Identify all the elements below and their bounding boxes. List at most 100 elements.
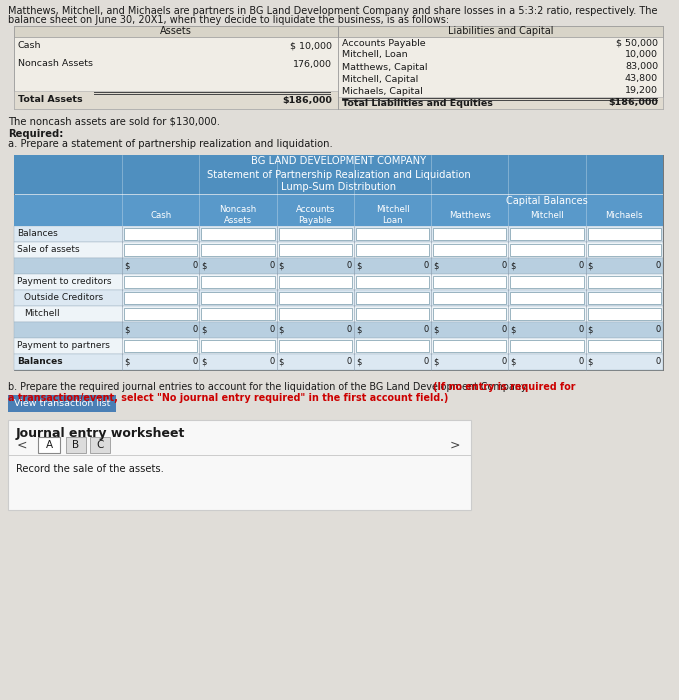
- Text: Mitchell: Mitchell: [24, 309, 60, 318]
- Text: Capital Balances: Capital Balances: [507, 196, 588, 206]
- Text: C: C: [96, 440, 104, 450]
- Text: Accounts Payable: Accounts Payable: [342, 38, 426, 48]
- Bar: [14, 226, 663, 242]
- Text: 10,000: 10,000: [625, 50, 658, 60]
- Text: 43,800: 43,800: [625, 74, 658, 83]
- Bar: [8, 395, 116, 412]
- Bar: [278, 292, 352, 304]
- Text: Balances: Balances: [17, 358, 62, 367]
- Text: Record the sale of the assets.: Record the sale of the assets.: [16, 464, 164, 474]
- Bar: [588, 308, 661, 320]
- Bar: [14, 338, 663, 354]
- Text: Total Assets: Total Assets: [18, 95, 83, 104]
- Bar: [338, 26, 663, 37]
- Bar: [14, 155, 663, 370]
- Bar: [433, 292, 507, 304]
- Text: B: B: [73, 440, 79, 450]
- Text: 0: 0: [346, 262, 352, 270]
- Bar: [14, 91, 338, 109]
- Text: 176,000: 176,000: [293, 60, 332, 69]
- Text: Noncash
Assets: Noncash Assets: [219, 205, 257, 225]
- Text: >: >: [449, 438, 460, 452]
- Text: $: $: [356, 326, 361, 335]
- Text: 0: 0: [579, 358, 584, 367]
- Text: $: $: [201, 326, 206, 335]
- Bar: [511, 228, 584, 240]
- Text: $: $: [433, 262, 439, 270]
- Bar: [14, 242, 663, 258]
- Text: 19,200: 19,200: [625, 87, 658, 95]
- Bar: [278, 244, 352, 256]
- Bar: [14, 155, 663, 168]
- Bar: [278, 308, 352, 320]
- Text: $: $: [356, 262, 361, 270]
- Text: Cash: Cash: [150, 211, 171, 220]
- Text: <: <: [17, 438, 27, 452]
- Text: $: $: [511, 326, 516, 335]
- Bar: [201, 340, 274, 352]
- Bar: [201, 228, 274, 240]
- Bar: [14, 26, 663, 109]
- Text: 0: 0: [656, 326, 661, 335]
- Bar: [511, 276, 584, 288]
- Text: $: $: [356, 358, 361, 367]
- Text: $: $: [588, 358, 593, 367]
- Bar: [511, 340, 584, 352]
- Bar: [14, 354, 663, 370]
- Text: Total Liabilities and Equities: Total Liabilities and Equities: [342, 99, 493, 108]
- Text: 0: 0: [192, 358, 198, 367]
- Text: $: $: [278, 262, 284, 270]
- Bar: [14, 195, 663, 207]
- Text: Michaels, Capital: Michaels, Capital: [342, 87, 423, 95]
- Bar: [14, 274, 663, 290]
- Bar: [278, 340, 352, 352]
- Text: $: $: [588, 262, 593, 270]
- Bar: [124, 244, 198, 256]
- Text: Lump-Sum Distribution: Lump-Sum Distribution: [281, 183, 396, 193]
- Text: $: $: [124, 326, 130, 335]
- Text: Mitchell: Mitchell: [530, 211, 564, 220]
- Text: The noncash assets are sold for $130,000.: The noncash assets are sold for $130,000…: [8, 116, 220, 126]
- Bar: [278, 228, 352, 240]
- Text: $: $: [433, 326, 439, 335]
- Bar: [8, 420, 471, 510]
- Text: $: $: [588, 326, 593, 335]
- Bar: [90, 437, 110, 453]
- Text: 0: 0: [501, 326, 507, 335]
- Bar: [433, 340, 507, 352]
- Text: Accounts
Payable: Accounts Payable: [295, 205, 335, 225]
- Bar: [14, 322, 663, 338]
- Text: Journal entry worksheet: Journal entry worksheet: [16, 428, 185, 440]
- Text: 0: 0: [501, 262, 507, 270]
- Bar: [588, 228, 661, 240]
- Text: (If no entry is required for: (If no entry is required for: [433, 382, 576, 392]
- Text: 0: 0: [579, 326, 584, 335]
- Text: Assets: Assets: [160, 27, 192, 36]
- Bar: [124, 276, 198, 288]
- Text: 0: 0: [656, 262, 661, 270]
- Text: b. Prepare the required journal entries to account for the liquidation of the BG: b. Prepare the required journal entries …: [8, 382, 532, 392]
- Bar: [201, 308, 274, 320]
- Text: $: $: [201, 262, 206, 270]
- Text: $: $: [278, 358, 284, 367]
- Text: 0: 0: [192, 326, 198, 335]
- Text: 0: 0: [424, 262, 429, 270]
- Text: $: $: [511, 262, 516, 270]
- Text: Payment to creditors: Payment to creditors: [17, 277, 111, 286]
- Bar: [433, 308, 507, 320]
- Text: balance sheet on June 30, 20X1, when they decide to liquidate the business, is a: balance sheet on June 30, 20X1, when the…: [8, 15, 449, 25]
- Bar: [124, 228, 198, 240]
- Bar: [588, 244, 661, 256]
- Text: Outside Creditors: Outside Creditors: [24, 293, 103, 302]
- Bar: [14, 258, 663, 274]
- Bar: [14, 168, 663, 181]
- Text: $ 50,000: $ 50,000: [616, 38, 658, 48]
- Text: $: $: [433, 358, 439, 367]
- Bar: [124, 292, 198, 304]
- Text: Mitchell, Capital: Mitchell, Capital: [342, 74, 418, 83]
- Text: $: $: [278, 326, 284, 335]
- Text: 0: 0: [579, 262, 584, 270]
- Text: 0: 0: [346, 326, 352, 335]
- Bar: [201, 276, 274, 288]
- Bar: [356, 276, 429, 288]
